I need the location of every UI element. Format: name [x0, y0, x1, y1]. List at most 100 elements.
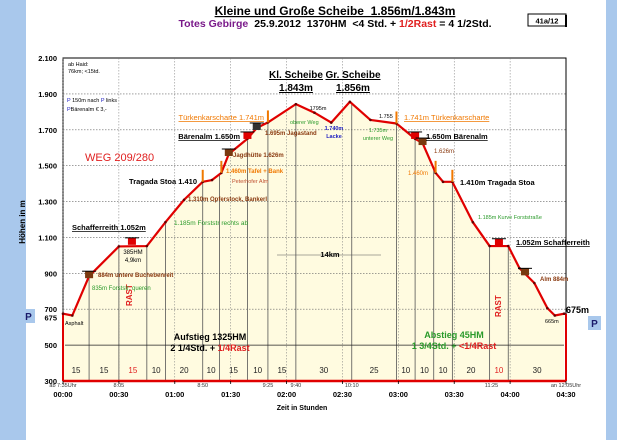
segment-duration: 15: [229, 366, 238, 375]
clock-time-label: 11:25: [485, 383, 498, 389]
segment-duration: 20: [180, 366, 189, 375]
label-tafel-bank: 1.460m Tafel + Bank: [226, 169, 284, 175]
summit-kl-scheibe-height: 1.843m: [279, 83, 313, 94]
segment-duration: 30: [319, 366, 328, 375]
label-oberer-weg: oberer Weg: [290, 120, 319, 126]
summit-kl-scheibe: Kl. Scheibe: [269, 70, 323, 81]
segment-duration: 30: [533, 366, 542, 375]
label-peterhofer-alm: Peterhofer Alm: [232, 179, 269, 185]
hut-icon-jagdhuette-down: [418, 138, 427, 146]
x-tick-label: 03:00: [389, 390, 408, 399]
profile-point: [553, 314, 557, 317]
label-tragada-stoa-up: Tragada Stoa 1.410: [129, 177, 197, 186]
hut-icon-baerenalm-down: [411, 131, 420, 139]
label-forststr-rechts: 1.185m Forststr rechts ab: [174, 220, 248, 227]
segment-duration: 10: [152, 366, 161, 375]
label-kurve-forststrasse: 1.185m Kurve Forststraße: [478, 215, 542, 221]
note-haid-distance: 76km; <15td.: [68, 69, 100, 75]
hut-icon-schafferreith-down: [494, 238, 503, 246]
hut-icon-jagdhuette-up: [224, 149, 233, 157]
segment-duration: 10: [420, 366, 429, 375]
x-tick-label: 04:00: [501, 390, 520, 399]
profile-point: [145, 244, 149, 248]
clock-time-label: 8:50: [197, 383, 208, 389]
segment-duration: 15: [72, 366, 81, 375]
segment-duration: 20: [467, 366, 476, 375]
label-schafferreith-up: Schafferreith 1.052m: [72, 223, 146, 232]
ascent-time: 2 1/4Std. + 1/4Rast: [170, 343, 249, 353]
hut-icon-alm: [521, 268, 530, 276]
y-tick-label: 2.100: [38, 54, 57, 63]
profile-point: [117, 245, 121, 248]
rast-label-descent: RAST: [494, 295, 503, 317]
subtitle-rast: 1/2Rast: [399, 18, 437, 30]
label-675-end: 675m: [566, 305, 589, 315]
label-665: 665m: [545, 319, 559, 325]
label-alm-884: Alm 884m: [540, 277, 568, 283]
summit-gr-scheibe: Gr. Scheibe: [325, 70, 380, 81]
hut-icon-jagastand: [252, 122, 261, 130]
profile-point: [562, 312, 566, 316]
badge: 41a/12: [536, 17, 559, 26]
label-asphalt: Asphalt: [65, 321, 84, 327]
clock-time-label: 9:25: [263, 383, 274, 389]
y-tick-label: 1.300: [38, 198, 57, 207]
segment-duration: 10: [439, 366, 448, 375]
rast-label-ascent: RAST: [125, 284, 134, 306]
parking-end-label: P: [591, 319, 598, 330]
chart-subtitle: Totes Gebirge 25.9.2012 1370HM <4 Std. + …: [178, 18, 491, 30]
y-tick-label: 1.500: [38, 162, 57, 171]
profile-point: [164, 220, 167, 224]
subtitle-total: = 4 1/2Std.: [436, 18, 491, 30]
profile-point: [471, 220, 475, 224]
clock-time-label: 8:05: [114, 383, 125, 389]
x-tick-label: 01:30: [221, 390, 240, 399]
distance-label: 14km: [320, 250, 340, 259]
segment-duration: 10: [207, 366, 216, 375]
subtitle-info: 25.9.2012 1370HM <4 Std. +: [254, 18, 399, 30]
label-schafferreith-down: 1.052m Schafferreith: [516, 238, 590, 247]
label-forststr-queren: 835m Forststr. queren: [92, 286, 151, 292]
x-tick-label: 01:00: [165, 390, 184, 399]
note-parking-1: P 150m nach P links: [67, 98, 117, 104]
label-lacke-height: 1.740m: [325, 126, 344, 132]
chart-title: Kleine und Große Scheibe 1.856m/1.843m: [215, 4, 456, 18]
label-1626: 1.626m: [434, 149, 454, 155]
segment-duration: 15: [100, 366, 109, 375]
y-tick-label: 675: [44, 314, 57, 323]
label-4-9km: 4,9km: [125, 258, 141, 264]
y-tick-label: 1.900: [38, 90, 57, 99]
profile-point: [182, 198, 186, 202]
profile-point: [533, 281, 536, 285]
y-tick-label: 700: [44, 305, 57, 314]
y-axis-label: Höhen in m: [18, 200, 27, 244]
segment-duration: 10: [253, 366, 262, 375]
x-tick-label: 03:30: [445, 390, 464, 399]
label-opferstock: 1.310m Opferstock, Bankerl: [188, 197, 267, 203]
label-baerenalm-down: 1.650m Bärenalm: [426, 132, 488, 141]
profile-area: [63, 101, 565, 381]
label-1460: 1.460m: [408, 171, 428, 177]
label-1755: 1.755: [379, 114, 393, 120]
clock-time-label: an 12:05Uhr: [551, 383, 581, 389]
parking-icon-end: [588, 316, 601, 330]
label-385hm: 385HM: [123, 250, 142, 256]
label-jagastand: 1.695m Jagastand: [265, 131, 317, 137]
trail-number: WEG 209/280: [85, 152, 154, 164]
profile-point: [61, 312, 65, 316]
parking-icon-start: [22, 309, 35, 323]
hut-icon-schafferreith-up: [127, 237, 136, 245]
x-tick-label: 02:00: [277, 390, 296, 399]
ascent-summary: Aufstieg 1325HM: [174, 332, 247, 342]
label-tuerkenkarscharte-down: 1.741m Türkenkarscharte: [404, 113, 489, 122]
label-1795: 1795m: [310, 106, 327, 112]
segment-duration: 25: [370, 366, 379, 375]
y-tick-label: 500: [44, 341, 57, 350]
label-unterer-weg-height: 1.735m: [369, 128, 388, 134]
profile-point: [71, 314, 74, 317]
profile-point: [506, 244, 510, 248]
label-tuerkenkarscharte-up: Türkenkarscharte 1.741m: [179, 113, 264, 122]
hut-icon-baerenalm-up: [243, 131, 252, 139]
badge-shadow: [565, 15, 567, 27]
